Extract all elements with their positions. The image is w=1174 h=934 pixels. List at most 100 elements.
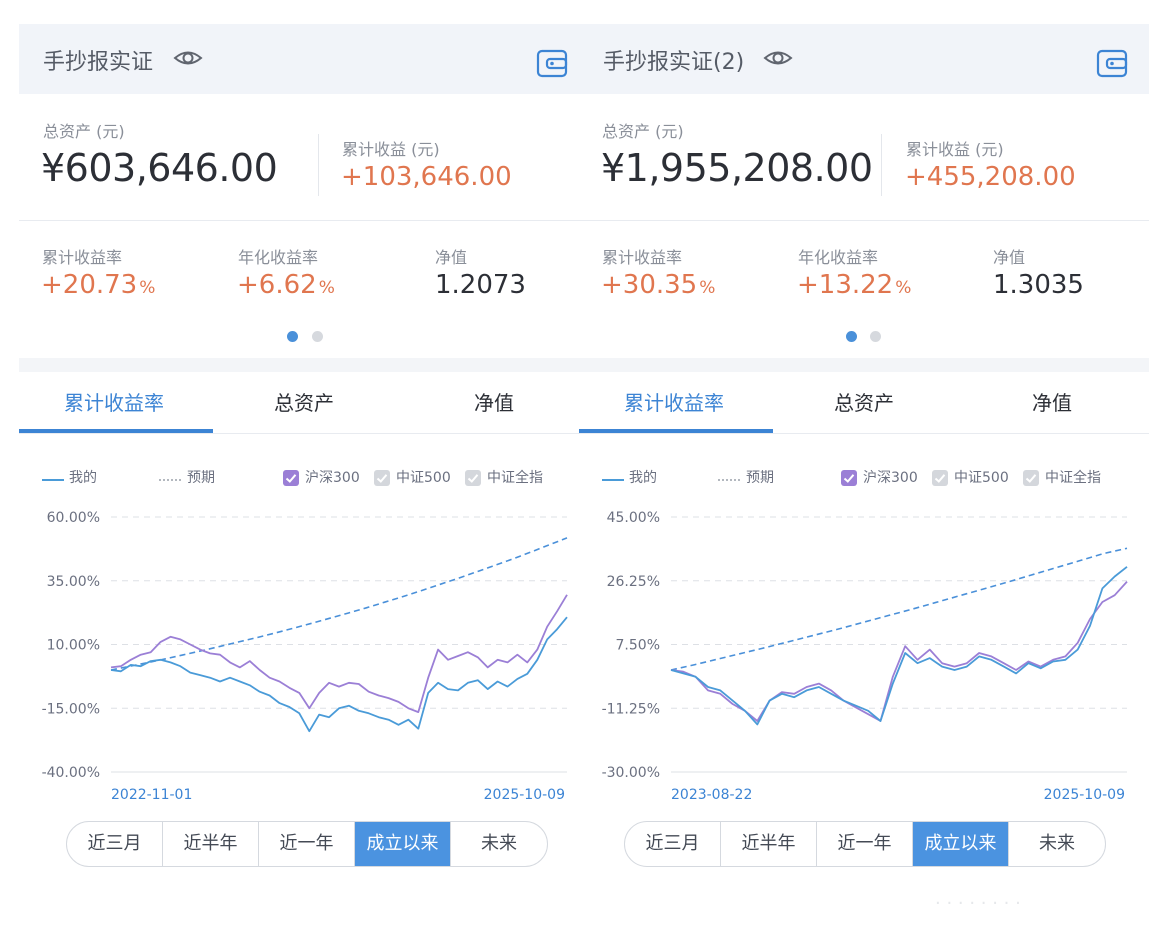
y-tick-label: -11.25% <box>602 701 660 717</box>
checkbox-icon[interactable] <box>1023 470 1039 486</box>
y-tick-label: 26.25% <box>607 574 660 590</box>
active-tab-indicator <box>19 429 213 433</box>
range-selector: 近三月 近半年 近一年 成立以来 未来 <box>624 821 1106 867</box>
eye-icon[interactable] <box>173 46 203 70</box>
legend-mine: 我的 <box>629 470 657 486</box>
card-header: 手抄报实证(2) <box>579 24 1149 94</box>
cumulative-gain-label: 累计收益 (元) <box>906 140 1004 159</box>
range-3m-button[interactable]: 近三月 <box>67 822 163 866</box>
legend-benchmark-hs300[interactable]: 沪深300 <box>305 470 360 486</box>
tab-nav[interactable]: 净值 <box>474 391 514 415</box>
y-tick-label: 10.00% <box>47 638 100 654</box>
tabs-divider <box>19 433 589 434</box>
tab-cumulative-return[interactable]: 累计收益率 <box>624 391 724 415</box>
series-line-0 <box>670 566 1128 726</box>
stat-value-return: +30.35% <box>601 270 716 300</box>
active-tab-indicator <box>579 429 773 433</box>
card-header: 手抄报实证 <box>19 24 589 94</box>
section-spacer <box>579 358 1149 372</box>
legend-expected: 预期 <box>746 470 774 486</box>
x-start-label: 2023-08-22 <box>671 787 752 803</box>
stat-value-annual: +13.22% <box>797 270 912 300</box>
stat-value-return: +20.73% <box>41 270 156 300</box>
legend-benchmark-all[interactable]: 中证全指 <box>1045 470 1101 486</box>
eye-icon[interactable] <box>763 46 793 70</box>
return-chart[interactable]: 60.00% 35.00% 10.00% -15.00% -40.00% 2022-11-… <box>19 502 589 812</box>
cumulative-gain-value: +455,208.00 <box>905 162 1076 192</box>
range-selector: 近三月 近半年 近一年 成立以来 未来 <box>66 821 548 867</box>
portfolio-title: 手抄报实证 <box>43 50 154 75</box>
stat-label-annual: 年化收益率 <box>238 248 319 267</box>
pager-dot[interactable] <box>287 331 298 342</box>
y-tick-label: 45.00% <box>607 510 660 526</box>
checkbox-icon[interactable] <box>374 470 390 486</box>
total-assets-value: ¥1,955,208.00 <box>601 146 873 190</box>
watermark: · · · · · · · · <box>935 893 1021 914</box>
y-tick-label: 35.00% <box>47 574 100 590</box>
legend-benchmark-hs300[interactable]: 沪深300 <box>863 470 918 486</box>
wallet-icon[interactable] <box>535 46 569 80</box>
pager-dot[interactable] <box>870 331 881 342</box>
checkbox-icon[interactable] <box>932 470 948 486</box>
total-assets-label: 总资产 (元) <box>602 122 684 141</box>
legend-expected: 预期 <box>187 470 215 486</box>
range-6m-button[interactable]: 近半年 <box>163 822 259 866</box>
stat-label-return: 累计收益率 <box>602 248 683 267</box>
range-future-button[interactable]: 未来 <box>481 833 517 854</box>
series-line-0 <box>110 616 568 733</box>
legend-mine-line <box>42 479 64 481</box>
portfolio-title: 手抄报实证(2) <box>603 50 745 75</box>
stat-value-annual: +6.62% <box>237 270 335 300</box>
legend-expected-line <box>718 479 740 481</box>
series-line-1 <box>670 547 1128 671</box>
summary-separator <box>19 220 589 221</box>
stat-value-nav: 1.2073 <box>435 270 526 300</box>
stat-label-return: 累计收益率 <box>42 248 123 267</box>
y-tick-label: 60.00% <box>47 510 100 526</box>
return-chart[interactable]: 45.00% 26.25% 7.50% -11.25% -30.00% 2023-08-2… <box>579 502 1149 812</box>
legend-benchmark-zz500[interactable]: 中证500 <box>954 470 1009 486</box>
stat-label-annual: 年化收益率 <box>798 248 879 267</box>
legend-benchmark-zz500[interactable]: 中证500 <box>396 470 451 486</box>
tab-total-assets[interactable]: 总资产 <box>834 391 894 415</box>
series-line-1 <box>110 537 568 671</box>
pager-dot[interactable] <box>846 331 857 342</box>
stat-label-nav: 净值 <box>435 248 468 267</box>
cumulative-gain-label: 累计收益 (元) <box>342 140 440 159</box>
legend-mine-line <box>602 479 624 481</box>
section-spacer <box>19 358 589 372</box>
legend-benchmark-all[interactable]: 中证全指 <box>487 470 543 486</box>
y-tick-label: -40.00% <box>42 765 100 781</box>
total-assets-label: 总资产 (元) <box>43 122 125 141</box>
x-end-label: 2025-10-09 <box>484 787 565 803</box>
tab-nav[interactable]: 净值 <box>1032 391 1072 415</box>
wallet-icon[interactable] <box>1095 46 1129 80</box>
tab-cumulative-return[interactable]: 累计收益率 <box>64 391 164 415</box>
summary-divider <box>881 134 882 196</box>
checkbox-icon[interactable] <box>841 470 857 486</box>
range-inception-button[interactable]: 成立以来 <box>913 822 1009 866</box>
series-line-2 <box>670 580 1128 722</box>
tabs-divider <box>579 433 1149 434</box>
range-1y-button[interactable]: 近一年 <box>259 822 355 866</box>
y-tick-label: -15.00% <box>42 701 100 717</box>
series-line-2 <box>110 594 568 714</box>
summary-separator <box>579 220 1149 221</box>
range-6m-button[interactable]: 近半年 <box>721 822 817 866</box>
checkbox-icon[interactable] <box>283 470 299 486</box>
pager-dot[interactable] <box>312 331 323 342</box>
summary-divider <box>318 134 319 196</box>
tab-total-assets[interactable]: 总资产 <box>274 391 334 415</box>
legend-expected-line <box>159 479 181 481</box>
y-tick-label: 7.50% <box>616 638 660 654</box>
total-assets-value: ¥603,646.00 <box>41 146 278 190</box>
checkbox-icon[interactable] <box>465 470 481 486</box>
x-end-label: 2025-10-09 <box>1044 787 1125 803</box>
legend-mine: 我的 <box>69 470 97 486</box>
range-1y-button[interactable]: 近一年 <box>817 822 913 866</box>
range-inception-button[interactable]: 成立以来 <box>355 822 451 866</box>
range-3m-button[interactable]: 近三月 <box>625 822 721 866</box>
cumulative-gain-value: +103,646.00 <box>341 162 512 192</box>
x-start-label: 2022-11-01 <box>111 787 192 803</box>
range-future-button[interactable]: 未来 <box>1039 833 1075 854</box>
